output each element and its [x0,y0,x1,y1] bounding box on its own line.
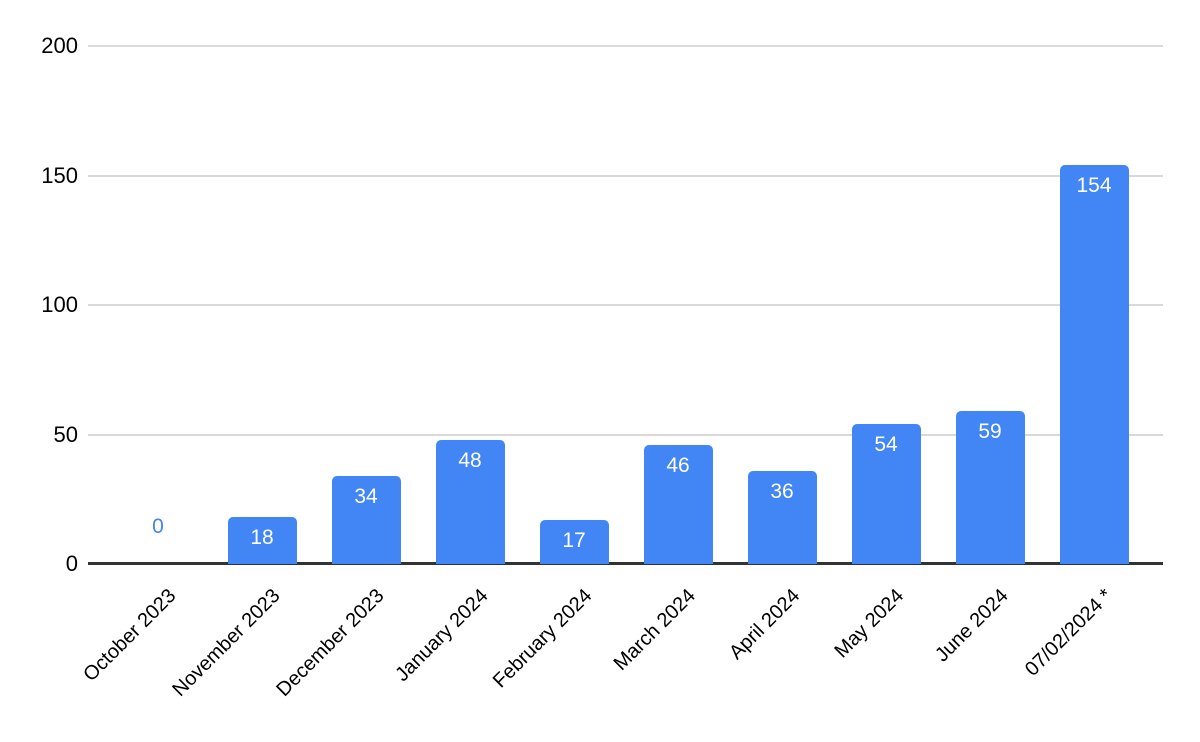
x-axis-tick-label: June 2024 [930,584,1013,667]
bar[interactable]: 17 [539,519,609,564]
bar-value-label: 46 [666,453,690,477]
x-axis-tick-label: November 2023 [168,584,285,701]
y-axis-tick-label: 0 [65,551,78,576]
gridline [88,174,1163,177]
bar-value-label: 17 [562,528,586,552]
y-axis-tick-label: 150 [41,162,78,188]
bar[interactable]: 34 [331,475,401,564]
x-axis-line [88,562,1163,565]
x-axis-tick-label: March 2024 [610,584,701,675]
gridline [88,433,1163,436]
bar[interactable]: 46 [643,444,713,564]
bar-value-label: 54 [874,433,898,457]
bar[interactable]: 154 [1059,165,1129,564]
y-axis-tick-label: 50 [53,421,78,447]
bar-value-label: 48 [458,448,482,472]
zero-value-label: 0 [152,515,164,538]
x-axis-tick-label: 07/02/2024 * [1020,584,1117,681]
x-axis-tick-label: February 2024 [488,584,597,693]
bar[interactable]: 48 [435,439,505,564]
gridline [88,304,1163,306]
bar-value-label: 18 [250,526,274,550]
bar-value-label: 59 [978,420,1002,444]
bar[interactable]: 59 [955,411,1025,564]
x-axis-tick-label: October 2023 [79,584,181,686]
bar-value-label: 34 [354,484,378,508]
x-axis-tick-label: April 2024 [725,584,805,664]
bar-value-label: 154 [1076,174,1112,198]
x-axis-tick-label: May 2024 [830,584,909,663]
y-axis-tick-label: 200 [41,33,78,58]
bar[interactable]: 54 [851,424,921,564]
y-axis-tick-label: 100 [41,292,78,317]
bar-value-label: 36 [770,479,794,503]
bar[interactable]: 36 [747,470,817,564]
bar[interactable]: 18 [227,517,297,564]
x-axis-tick-label: January 2024 [391,584,493,686]
gridline [88,45,1163,47]
x-axis-tick-label: December 2023 [272,584,389,701]
